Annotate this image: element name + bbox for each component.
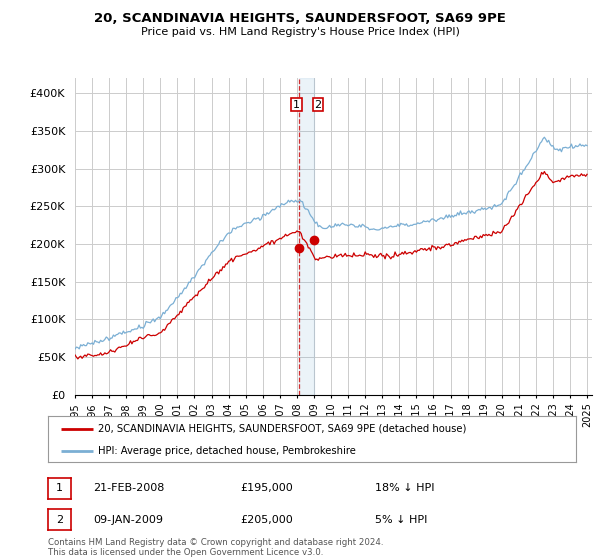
Text: 5% ↓ HPI: 5% ↓ HPI (375, 515, 427, 525)
Text: 20, SCANDINAVIA HEIGHTS, SAUNDERSFOOT, SA69 9PE (detached house): 20, SCANDINAVIA HEIGHTS, SAUNDERSFOOT, S… (98, 424, 467, 434)
Text: 18% ↓ HPI: 18% ↓ HPI (375, 483, 434, 493)
Bar (299, 78, 314, 395)
Text: 09-JAN-2009: 09-JAN-2009 (93, 515, 163, 525)
Text: 2: 2 (314, 100, 322, 110)
Text: 1: 1 (56, 483, 63, 493)
Text: 21-FEB-2008: 21-FEB-2008 (93, 483, 164, 493)
Text: Contains HM Land Registry data © Crown copyright and database right 2024.
This d: Contains HM Land Registry data © Crown c… (48, 538, 383, 557)
Text: 2: 2 (56, 515, 63, 525)
Text: 1: 1 (293, 100, 300, 110)
Text: 20, SCANDINAVIA HEIGHTS, SAUNDERSFOOT, SA69 9PE: 20, SCANDINAVIA HEIGHTS, SAUNDERSFOOT, S… (94, 12, 506, 25)
Text: £195,000: £195,000 (240, 483, 293, 493)
Text: Price paid vs. HM Land Registry's House Price Index (HPI): Price paid vs. HM Land Registry's House … (140, 27, 460, 38)
Text: £205,000: £205,000 (240, 515, 293, 525)
Text: HPI: Average price, detached house, Pembrokeshire: HPI: Average price, detached house, Pemb… (98, 446, 356, 455)
